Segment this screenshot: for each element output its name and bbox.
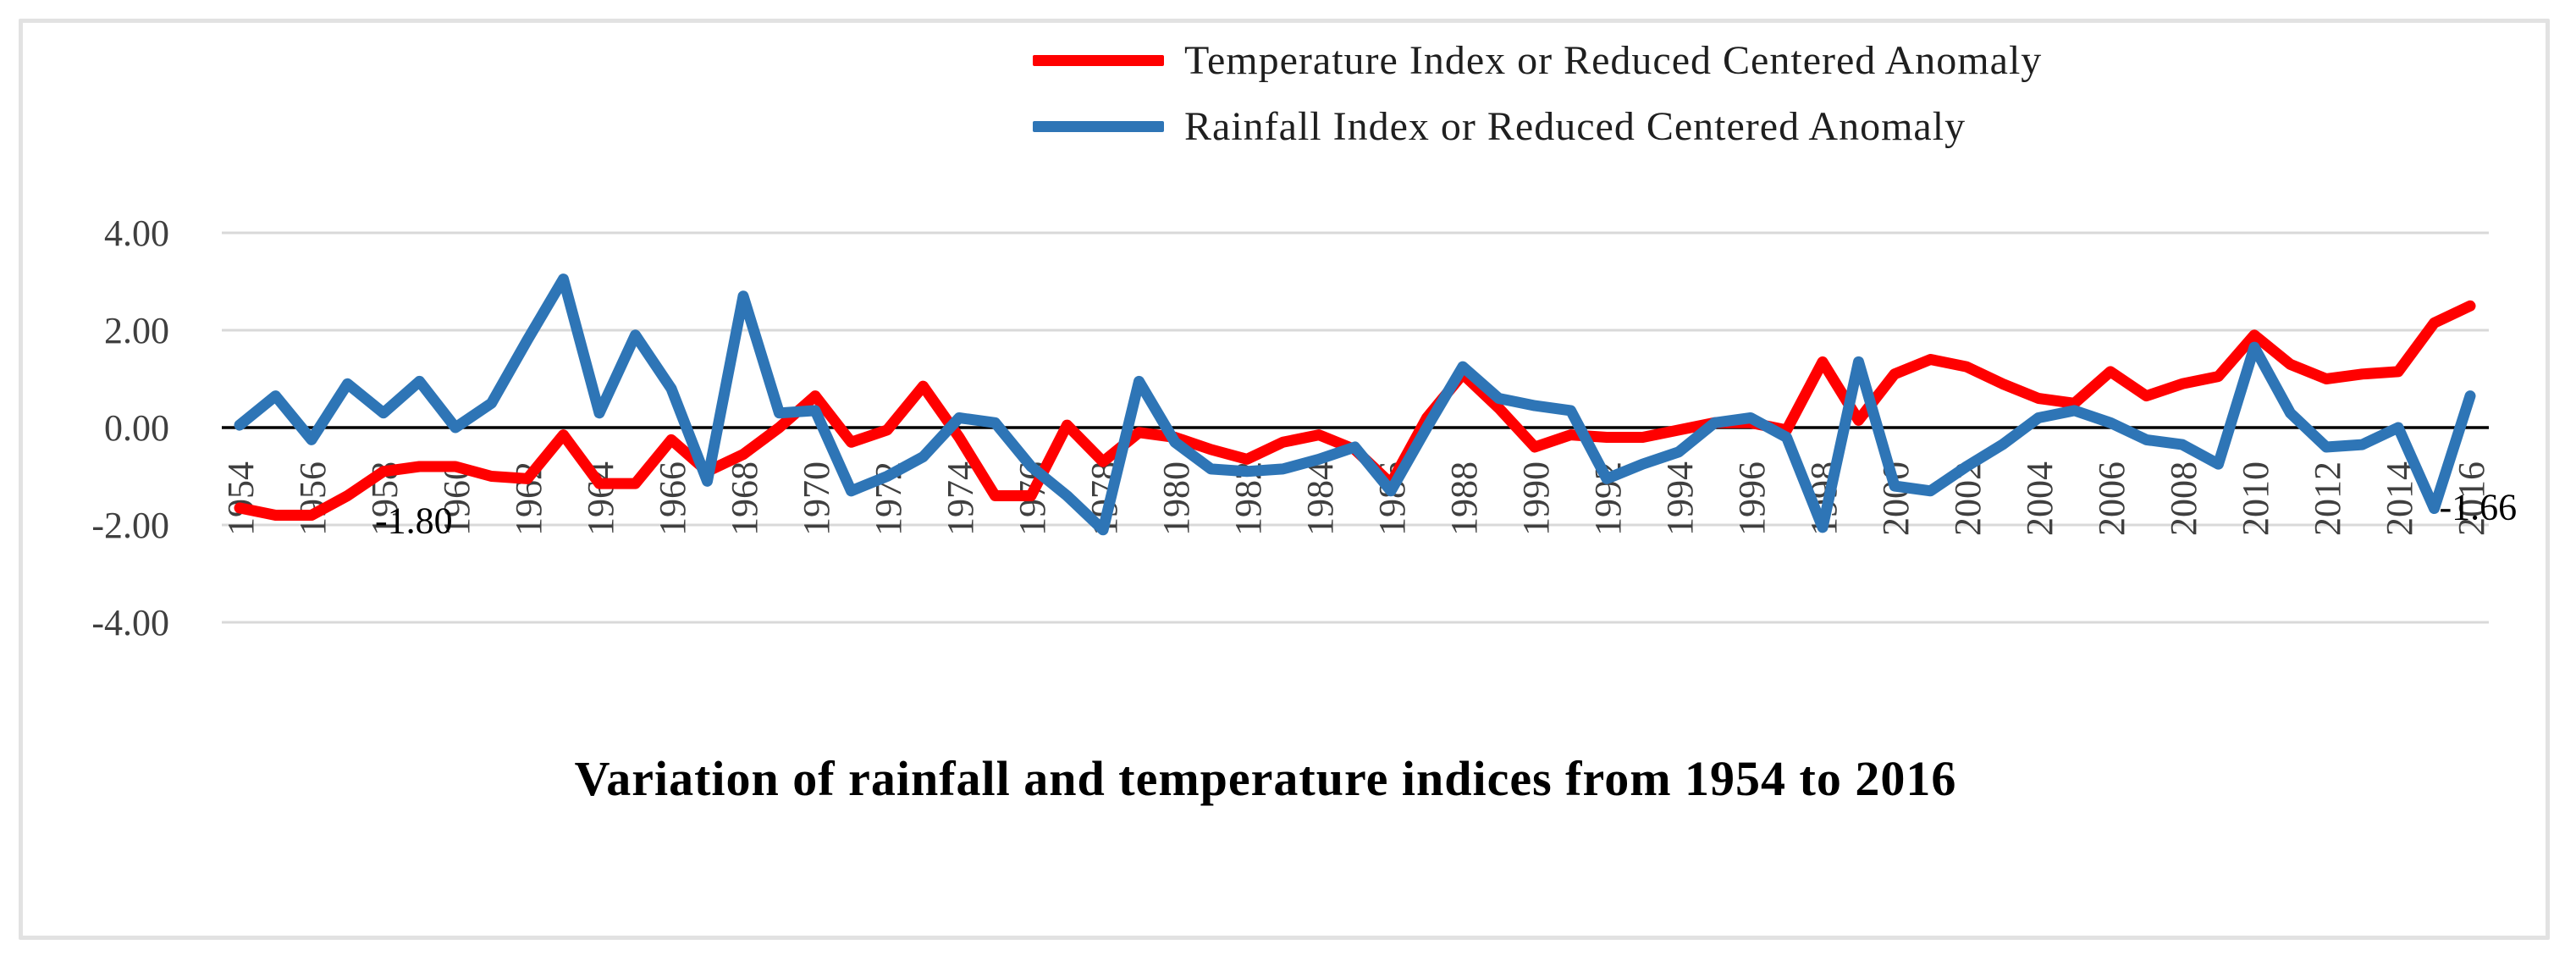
x-tick-label: 1984: [1299, 461, 1341, 536]
rainfall-line-swatch: [1033, 120, 1164, 132]
legend-item-rainfall: Rainfall Index or Reduced Centered Anoma…: [1033, 102, 2042, 151]
x-tick-label: 1970: [796, 461, 837, 536]
data-label: -1.66: [2440, 487, 2518, 528]
y-tick-label: 4.00: [104, 213, 169, 254]
chart-title: Variation of rainfall and temperature in…: [574, 751, 1957, 806]
x-tick-label: 2006: [2091, 461, 2132, 536]
x-tick-label: 2010: [2235, 461, 2276, 536]
legend-label-rainfall: Rainfall Index or Reduced Centered Anoma…: [1184, 103, 1966, 149]
x-tick-label: 2016: [2451, 461, 2492, 536]
x-tick-label: 1968: [724, 461, 765, 536]
x-tick-label: 1988: [1443, 461, 1485, 536]
x-tick-label: 1974: [940, 461, 981, 536]
x-tick-label: 1994: [1659, 461, 1701, 536]
legend-label-temperature: Temperature Index or Reduced Centered An…: [1184, 37, 2043, 83]
x-tick-label: 1990: [1515, 461, 1557, 536]
x-tick-label: 2008: [2163, 461, 2204, 536]
y-tick-label: 2.00: [104, 310, 169, 351]
y-tick-label: -4.00: [91, 602, 169, 643]
y-tick-label: -2.00: [91, 505, 169, 546]
legend: Temperature Index or Reduced Centered An…: [1033, 36, 2042, 151]
x-tick-label: 2004: [2019, 461, 2060, 536]
rainfall-series-line: [234, 273, 2476, 536]
data-label: -1.80: [375, 500, 453, 542]
y-tick-label: 0.00: [104, 407, 169, 449]
x-tick-label: 2012: [2307, 461, 2348, 536]
x-tick-label: 1980: [1156, 461, 1197, 536]
x-tick-label: 1954: [220, 461, 262, 536]
x-tick-label: 1956: [292, 461, 334, 536]
temperature-line-swatch: [1033, 54, 1164, 66]
x-tick-label: 1996: [1731, 461, 1773, 536]
x-tick-label: 1966: [652, 461, 693, 536]
legend-item-temperature: Temperature Index or Reduced Centered An…: [1033, 36, 2042, 85]
